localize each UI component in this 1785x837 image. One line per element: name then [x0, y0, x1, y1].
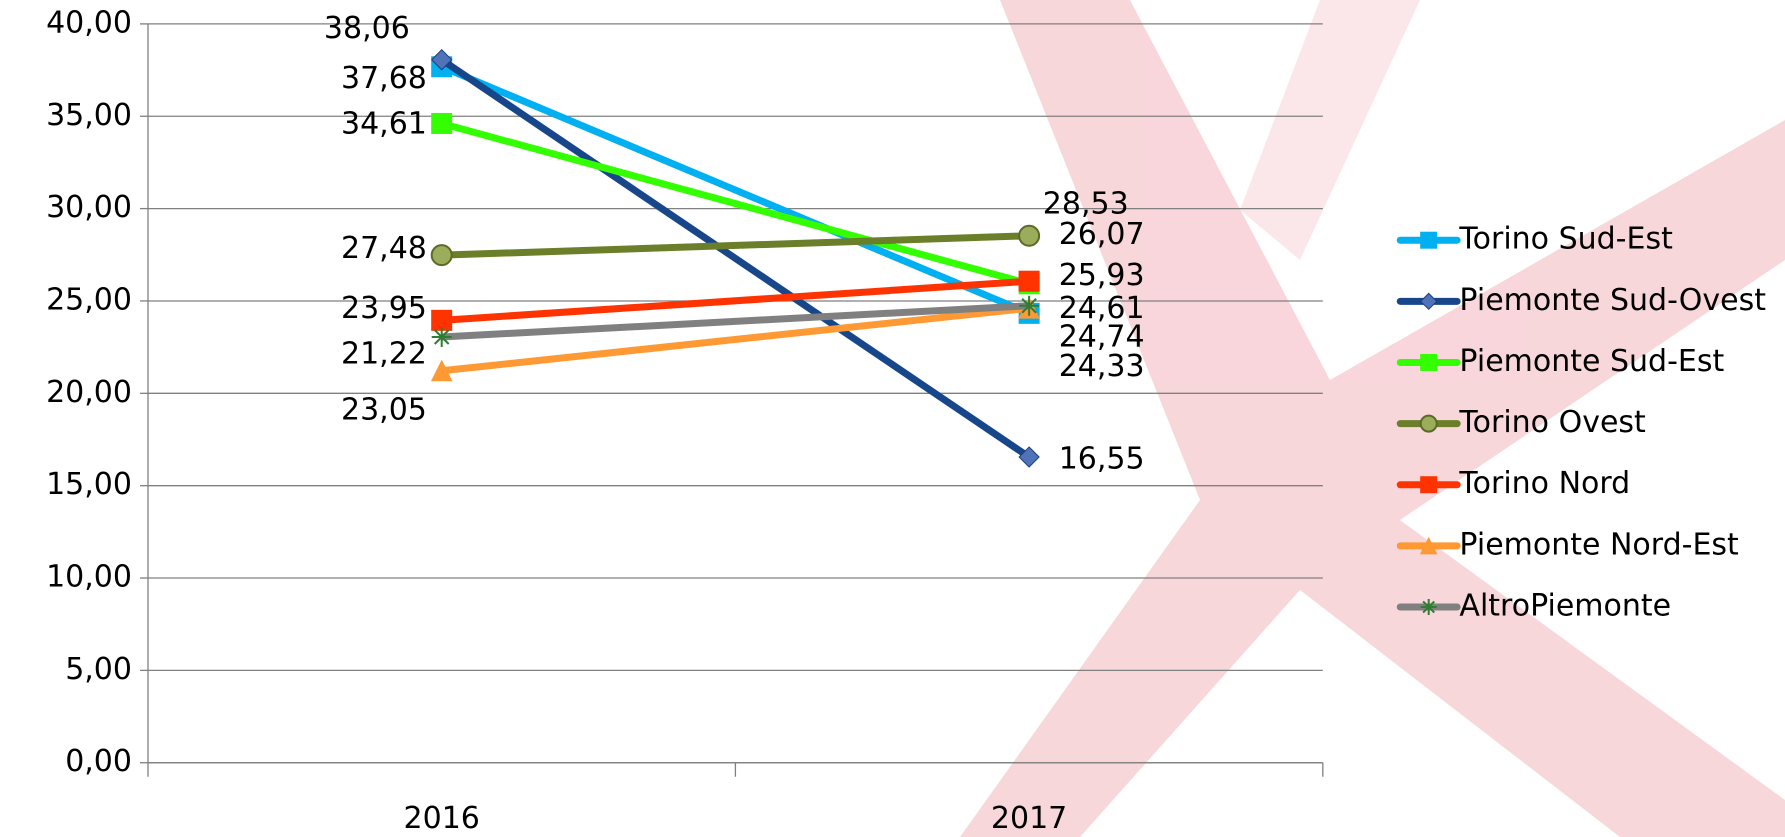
marker: [1018, 224, 1041, 247]
y-tick-label: 15,00: [46, 467, 132, 502]
marker: [430, 49, 453, 71]
line: [441, 277, 1030, 324]
y-tick-label: 10,00: [46, 560, 132, 595]
line: [439, 56, 1032, 460]
y-tick-label: 40,00: [46, 5, 132, 40]
marker: [1420, 231, 1438, 249]
marker: [431, 112, 453, 134]
legend-label: Torino Nord: [1458, 466, 1630, 501]
legend-item: Torino Ovest: [1396, 405, 1646, 440]
line: [441, 304, 1030, 375]
legend-item: Torino Sud-Est: [1396, 222, 1673, 257]
y-tick-label: 5,00: [65, 652, 132, 687]
data-label: 24,74: [1059, 320, 1145, 355]
y-tick-label: 0,00: [65, 744, 132, 779]
series: 27,48 28,53: [341, 186, 1129, 267]
data-label: 26,07: [1059, 217, 1145, 252]
background-decoration: [960, 0, 1785, 837]
legend-item: AltroPiemonte: [1396, 588, 1671, 623]
marker: [1419, 414, 1438, 433]
data-label: 25,93: [1059, 258, 1145, 293]
data-label: 21,22: [341, 337, 427, 372]
series: 38,06 16,55: [324, 11, 1145, 476]
line: [441, 232, 1030, 259]
data-label: 34,61: [341, 107, 427, 142]
series: 23,05 24,74: [341, 295, 1145, 427]
line: [441, 302, 1030, 341]
data-label: 24,61: [1059, 291, 1145, 326]
legend-item: Torino Nord: [1396, 466, 1630, 501]
marker: [430, 359, 453, 382]
legend-label: Piemonte Sud-Est: [1459, 344, 1724, 379]
series: 21,22 24,61: [341, 291, 1145, 382]
line: [440, 63, 1031, 317]
data-label: 23,95: [341, 291, 427, 326]
data-label: 38,06: [324, 11, 410, 46]
legend-label: Torino Sud-Est: [1458, 222, 1673, 257]
y-tick-label: 20,00: [46, 375, 132, 410]
marker: [1018, 270, 1040, 292]
marker: [1019, 295, 1040, 316]
legend-label: Torino Ovest: [1458, 405, 1646, 440]
legend-label: Piemonte Nord-Est: [1459, 527, 1739, 562]
marker: [1018, 446, 1040, 468]
marker: [431, 326, 452, 347]
data-label: 27,48: [341, 231, 427, 266]
marker: [430, 244, 453, 267]
legend-item: Piemonte Sud-Est: [1396, 344, 1725, 379]
y-tick-label: 30,00: [46, 190, 132, 225]
y-tick-label: 35,00: [46, 98, 132, 133]
legend-label: AltroPiemonte: [1459, 588, 1671, 623]
marker: [1419, 292, 1438, 311]
series: 23,95 26,07: [341, 217, 1145, 331]
marker: [1419, 536, 1438, 555]
marker: [1420, 353, 1438, 371]
legend-item: Piemonte Sud-Ovest: [1396, 283, 1766, 318]
data-label: 37,68: [341, 61, 427, 96]
data-label: 28,53: [1043, 186, 1129, 221]
x-tick-label: 2016: [404, 801, 480, 836]
legend-label: Piemonte Sud-Ovest: [1459, 283, 1766, 318]
series: 34,61 25,93: [341, 107, 1145, 295]
marker: [1420, 598, 1437, 615]
data-label: 23,05: [341, 392, 427, 427]
line: [440, 120, 1031, 288]
x-tick-label: 2017: [991, 801, 1067, 836]
data-label: 16,55: [1059, 441, 1145, 476]
data-label: 24,33: [1059, 349, 1145, 384]
legend-item: Piemonte Nord-Est: [1396, 527, 1739, 562]
marker: [1420, 476, 1438, 494]
y-tick-label: 25,00: [46, 282, 132, 317]
